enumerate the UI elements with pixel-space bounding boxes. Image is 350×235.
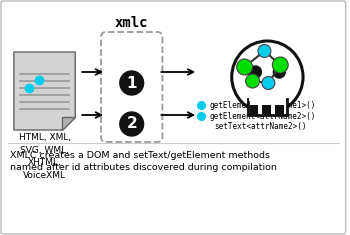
Circle shape bbox=[232, 41, 303, 113]
Circle shape bbox=[120, 112, 144, 136]
Bar bbox=[275, 105, 284, 115]
Polygon shape bbox=[62, 117, 75, 130]
Bar bbox=[250, 105, 259, 115]
Text: xmlc: xmlc bbox=[115, 16, 148, 30]
Text: 2: 2 bbox=[126, 117, 137, 132]
Bar bbox=[248, 97, 286, 101]
Bar bbox=[247, 99, 287, 115]
Circle shape bbox=[237, 59, 253, 75]
Circle shape bbox=[250, 66, 261, 78]
Bar bbox=[262, 105, 271, 115]
Text: HTML, XML,
SVG, WML,
XHTML,
VoiceXML: HTML, XML, SVG, WML, XHTML, VoiceXML bbox=[19, 133, 71, 180]
Polygon shape bbox=[14, 52, 75, 130]
Circle shape bbox=[262, 77, 275, 90]
Circle shape bbox=[246, 74, 259, 88]
Text: named after id attributes discovered during compilation: named after id attributes discovered dur… bbox=[10, 164, 277, 172]
Text: 1: 1 bbox=[126, 75, 137, 90]
Text: getElement<attrName1>(): getElement<attrName1>() bbox=[210, 101, 316, 110]
Circle shape bbox=[258, 44, 271, 58]
Text: XMLC creates a DOM and setText/getElement methods: XMLC creates a DOM and setText/getElemen… bbox=[10, 150, 270, 160]
Circle shape bbox=[272, 57, 288, 73]
Text: getElement<attrName2>(): getElement<attrName2>() bbox=[210, 111, 316, 121]
Circle shape bbox=[273, 66, 285, 78]
Text: setText<attrName2>(): setText<attrName2>() bbox=[214, 122, 306, 132]
Circle shape bbox=[120, 71, 144, 95]
FancyBboxPatch shape bbox=[1, 1, 346, 234]
